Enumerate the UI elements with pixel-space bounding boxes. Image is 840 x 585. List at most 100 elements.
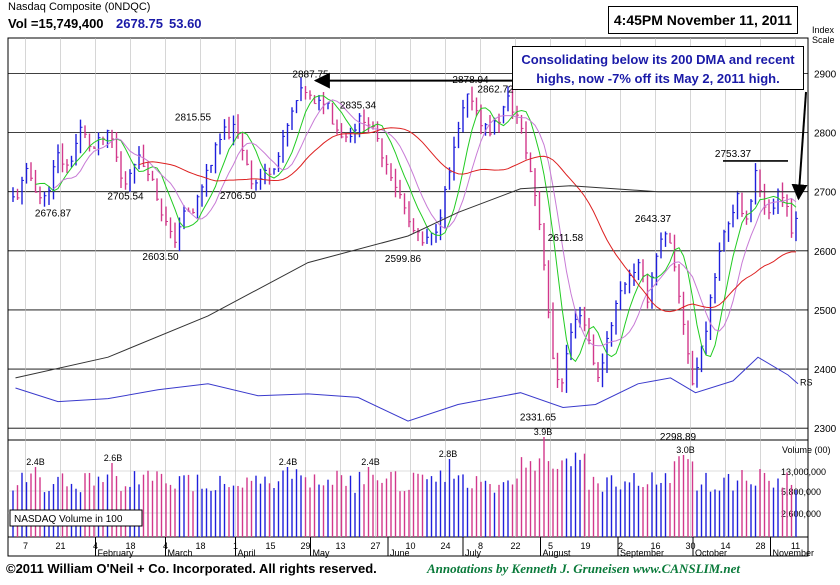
date-tick-label: 19	[580, 541, 590, 551]
volume-bar	[781, 487, 784, 537]
volume-bar	[255, 475, 257, 537]
annotation-arrow	[791, 91, 808, 201]
month-label: September	[620, 548, 664, 558]
volume-bar	[718, 490, 721, 537]
annotation-line-1: Consolidating below its 200 DMA and rece…	[521, 52, 795, 67]
price-point-label: 2676.87	[35, 208, 72, 219]
price-point-label: 2862.72	[477, 85, 514, 96]
date-tick-label: 21	[55, 541, 65, 551]
price-tick-label: 2600	[814, 247, 837, 258]
volume-bar	[507, 480, 509, 537]
volume-bar	[187, 474, 190, 537]
volume-bar	[30, 473, 32, 537]
volume-bar	[642, 487, 644, 537]
annotation-box: Consolidating below its 200 DMA and rece…	[512, 46, 804, 90]
volume-bar	[700, 484, 703, 537]
volume-bar	[313, 474, 316, 537]
volume-bar	[709, 491, 712, 537]
volume-bar	[732, 490, 734, 537]
volume-bar	[232, 485, 235, 537]
volume-bar	[570, 466, 572, 537]
price-tick-label: 2300	[814, 424, 837, 435]
volume-bar	[678, 456, 680, 537]
moving-average-50-day	[138, 127, 796, 313]
volume-readout: Vol =15,749,400	[8, 16, 104, 31]
volume-bar	[291, 478, 293, 537]
volume-bar	[192, 491, 194, 537]
volume-bar	[97, 476, 100, 537]
volume-panel-label: NASDAQ Volume in 100	[14, 514, 123, 525]
volume-bar	[399, 491, 401, 537]
copyright-notice: ©2011 William O'Neil + Co. Incorporated.…	[6, 561, 377, 576]
volume-bar	[759, 469, 761, 537]
volume-bar	[705, 472, 707, 537]
volume-peak-label: 2.4B	[279, 457, 298, 467]
moving-average-21-day	[53, 99, 797, 347]
timestamp-box: 4:45PM November 11, 2011	[608, 6, 798, 34]
volume-bar	[435, 481, 437, 537]
month-label: April	[238, 548, 256, 558]
scale-label-line-1: Index	[812, 25, 835, 35]
volume-peak-label: 3.9B	[534, 427, 553, 437]
volume-bar	[565, 458, 568, 537]
price-point-label: 2643.37	[635, 214, 672, 225]
date-tick-label: 18	[195, 541, 205, 551]
date-tick-label: 29	[300, 541, 310, 551]
volume-bar	[300, 475, 302, 537]
volume-bar	[489, 484, 491, 537]
relative-strength-line	[15, 356, 799, 422]
volume-bar	[475, 476, 478, 537]
price-tick-label: 2900	[814, 69, 837, 80]
volume-bar	[619, 489, 622, 537]
volume-bar	[606, 477, 608, 537]
volume-bar	[669, 483, 671, 537]
price-point-label: 2887.75	[292, 70, 329, 81]
volume-bar	[763, 472, 766, 537]
volume-bar	[372, 474, 374, 537]
volume-bar	[655, 484, 658, 537]
volume-bar	[367, 467, 370, 537]
volume-bar	[57, 476, 59, 537]
volume-peak-label: 2.4B	[26, 457, 45, 467]
volume-bar	[376, 480, 379, 537]
price-tick-label: 2800	[814, 129, 837, 140]
volume-bar	[412, 472, 415, 537]
volume-bar	[556, 468, 559, 537]
date-tick-label: 27	[370, 541, 380, 551]
volume-bar	[394, 471, 397, 537]
volume-bar	[214, 490, 217, 537]
price-point-label: 2815.55	[175, 112, 212, 123]
volume-bar	[498, 484, 500, 537]
volume-bar	[597, 483, 599, 537]
volume-bar	[21, 472, 23, 537]
volume-bar	[403, 491, 406, 537]
chart-title: Nasdaq Composite (0NDQC)	[8, 1, 151, 13]
price-point-label: 2753.37	[715, 149, 752, 160]
annotation-line-2: highs, now -7% off its May 2, 2011 high.	[536, 71, 780, 86]
volume-bar	[363, 484, 365, 537]
volume-bar	[682, 455, 685, 537]
volume-bar	[219, 475, 221, 537]
volume-bar	[246, 477, 248, 537]
volume-bar	[651, 472, 653, 537]
volume-bar	[349, 475, 352, 537]
date-tick-label: 14	[720, 541, 730, 551]
volume-bar	[727, 473, 730, 537]
volume-bar	[624, 481, 626, 537]
volume-bar	[462, 474, 464, 537]
annotations-credit: Annotations by Kenneth J. Gruneisen www.…	[427, 561, 741, 576]
volume-bar	[201, 488, 203, 537]
volume-bar	[381, 482, 383, 537]
moving-average-10-day	[35, 95, 797, 363]
date-tick-label: 28	[755, 541, 765, 551]
volume-peak-label: 2.6B	[104, 453, 123, 463]
volume-bar	[277, 481, 280, 537]
last-price: 2678.75	[116, 16, 163, 31]
price-point-label: 2331.65	[520, 412, 557, 423]
volume-tick-label: 5,800,000	[781, 487, 821, 497]
price-tick-label: 2400	[814, 365, 837, 376]
volume-bar	[633, 473, 635, 537]
date-tick-label: 11	[791, 541, 800, 551]
volume-bar	[408, 489, 410, 537]
